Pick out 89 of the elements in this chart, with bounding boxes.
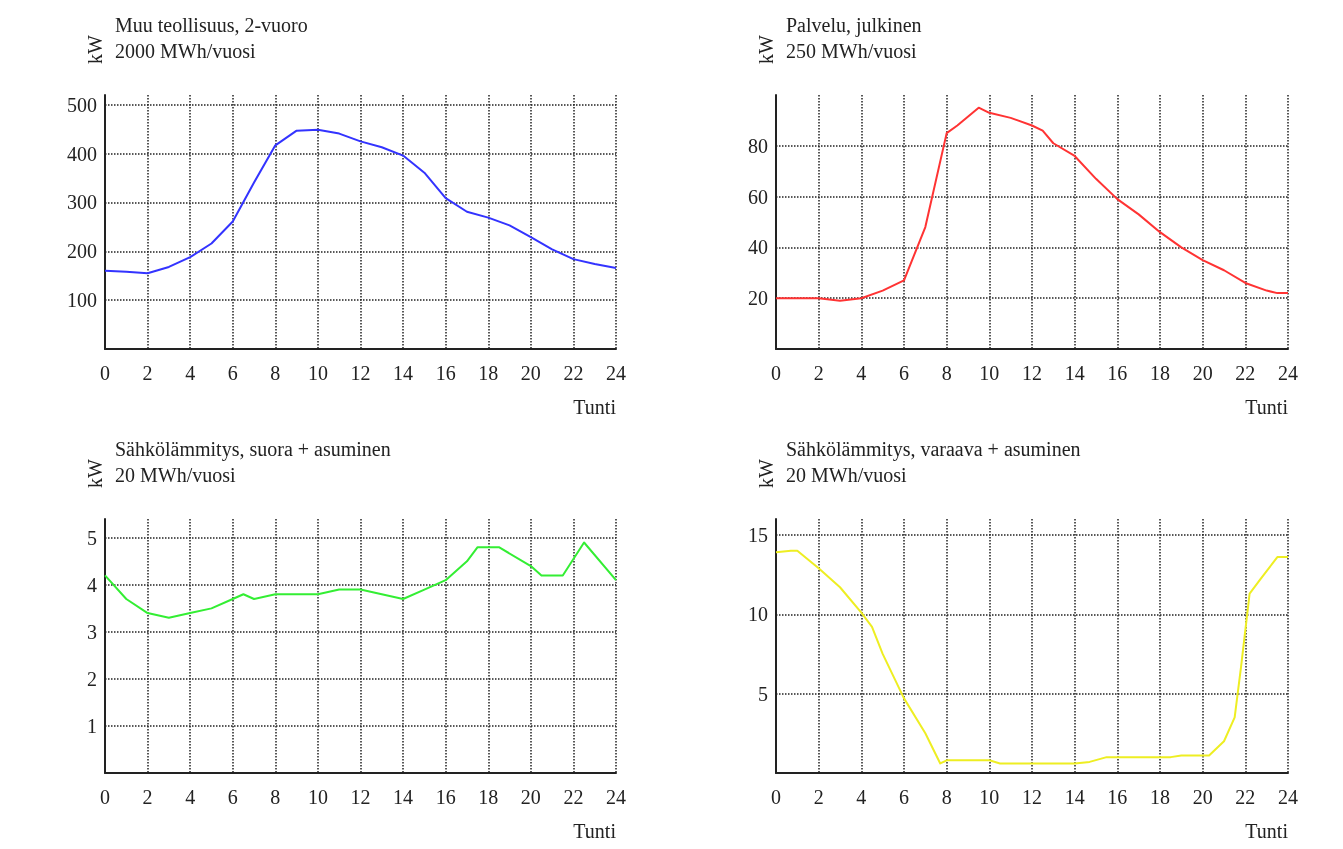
x-tick-label: 0 xyxy=(100,362,110,384)
x-tick-label: 6 xyxy=(899,362,909,384)
x-tick-label: 2 xyxy=(813,362,824,384)
x-tick-label: 2 xyxy=(813,786,824,808)
x-tick-label: 24 xyxy=(1278,362,1298,384)
y-tick-label: 80 xyxy=(748,134,768,157)
y-tick-label: 4 xyxy=(87,573,97,596)
x-tick-label: 14 xyxy=(1064,362,1085,384)
chart-title: Sähkölämmitys, varaava + asuminen xyxy=(786,438,1081,461)
x-tick-label: 20 xyxy=(1192,786,1213,808)
x-tick-label: 22 xyxy=(1235,362,1256,384)
x-tick-label: 18 xyxy=(1150,362,1170,384)
y-tick-label: 40 xyxy=(748,236,768,259)
x-tick-label: 16 xyxy=(1107,362,1128,384)
x-tick-label: 8 xyxy=(270,786,281,808)
y-axis-title: kW xyxy=(755,458,777,488)
x-tick-label: 2 xyxy=(142,362,153,384)
x-tick-label: 10 xyxy=(307,362,328,384)
x-tick-label: 4 xyxy=(856,362,867,384)
line-series xyxy=(775,549,1289,765)
y-tick-label: 3 xyxy=(87,620,97,643)
x-tick-label: 12 xyxy=(1022,786,1042,808)
x-tick-label: 22 xyxy=(1235,786,1256,808)
y-axis-title: kW xyxy=(84,34,106,64)
chart-subtitle: 2000 MWh/vuosi xyxy=(115,40,256,62)
x-tick-label: 6 xyxy=(227,786,238,808)
x-tick-label: 10 xyxy=(307,786,328,808)
x-tick-label: 14 xyxy=(393,786,414,808)
y-tick-label: 60 xyxy=(748,185,768,208)
y-tick-label: 20 xyxy=(748,287,768,310)
x-tick-label: 6 xyxy=(227,362,238,384)
x-tick-label: 8 xyxy=(270,362,281,384)
x-tick-label: 14 xyxy=(1064,786,1085,808)
y-tick-label: 400 xyxy=(67,142,97,165)
x-tick-label: 14 xyxy=(393,362,414,384)
x-tick-label: 0 xyxy=(100,786,110,808)
y-tick-label: 2 xyxy=(87,667,97,690)
y-tick-label: 10 xyxy=(748,603,768,626)
x-tick-label: 20 xyxy=(1192,362,1213,384)
x-tick-label: 10 xyxy=(979,786,1000,808)
x-tick-label: 20 xyxy=(520,786,541,808)
x-tick-label: 12 xyxy=(350,362,371,384)
x-tick-label: 24 xyxy=(606,786,626,808)
line-series xyxy=(104,541,617,619)
y-axis-title: kW xyxy=(84,458,106,488)
y-tick-label: 5 xyxy=(758,682,768,705)
chart-title: Palvelu, julkinen xyxy=(786,14,922,37)
y-tick-label: 15 xyxy=(748,523,768,546)
x-tick-label: 16 xyxy=(435,786,456,808)
x-tick-label: 18 xyxy=(478,362,499,384)
x-tick-label: 2 xyxy=(142,786,153,808)
chart-subtitle: 250 MWh/vuosi xyxy=(786,40,917,62)
line-series xyxy=(775,106,1289,302)
x-axis-title: Tunti xyxy=(573,820,617,842)
y-tick-label: 1 xyxy=(87,714,97,737)
x-tick-label: 18 xyxy=(1150,786,1170,808)
y-tick-label: 200 xyxy=(67,240,97,263)
x-tick-label: 12 xyxy=(1022,362,1042,384)
x-tick-label: 4 xyxy=(856,786,867,808)
y-axis-title: kW xyxy=(755,34,777,64)
x-tick-label: 18 xyxy=(478,786,499,808)
chart-title: Muu teollisuus, 2-vuoro xyxy=(115,14,308,36)
chart-subtitle: 20 MWh/vuosi xyxy=(115,464,236,486)
y-tick-label: 5 xyxy=(87,526,97,549)
x-tick-label: 0 xyxy=(771,786,781,808)
x-tick-label: 22 xyxy=(563,362,584,384)
x-axis-title: Tunti xyxy=(1245,820,1289,842)
x-tick-label: 16 xyxy=(1107,786,1128,808)
x-tick-label: 4 xyxy=(185,362,196,384)
x-tick-label: 4 xyxy=(185,786,196,808)
y-tick-label: 100 xyxy=(67,289,97,312)
chart-title: Sähkölämmitys, suora + asuminen xyxy=(115,438,391,461)
chart-subtitle: 20 MWh/vuosi xyxy=(786,464,907,486)
x-tick-label: 10 xyxy=(979,362,1000,384)
x-tick-label: 8 xyxy=(941,362,952,384)
x-tick-label: 8 xyxy=(941,786,952,808)
x-tick-label: 24 xyxy=(1278,786,1298,808)
x-axis-title: Tunti xyxy=(1245,396,1289,418)
x-tick-label: 16 xyxy=(435,362,456,384)
x-axis-title: Tunti xyxy=(573,396,617,418)
line-series xyxy=(104,128,617,275)
x-tick-label: 6 xyxy=(899,786,909,808)
x-tick-label: 0 xyxy=(771,362,781,384)
x-tick-label: 22 xyxy=(563,786,584,808)
x-tick-label: 12 xyxy=(350,786,371,808)
x-tick-label: 20 xyxy=(520,362,541,384)
y-tick-label: 300 xyxy=(67,191,97,214)
y-tick-label: 500 xyxy=(67,93,97,116)
x-tick-label: 24 xyxy=(606,362,626,384)
